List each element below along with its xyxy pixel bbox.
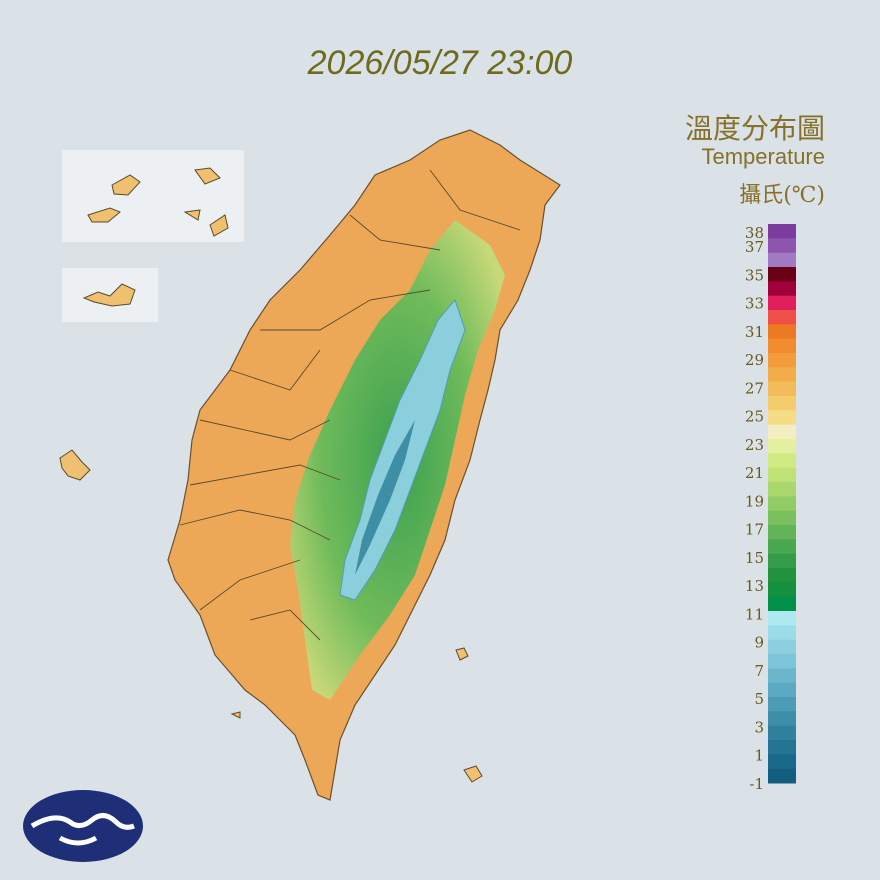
legend-tick-label: 29 — [745, 351, 764, 369]
color-swatch — [768, 682, 796, 698]
color-swatch — [768, 424, 796, 440]
legend-unit: 攝氏(℃) — [739, 183, 825, 208]
color-swatch — [768, 596, 796, 612]
color-swatch — [768, 539, 796, 555]
color-swatch — [768, 324, 796, 340]
legend-tick-label: 19 — [745, 492, 764, 510]
logo-swirl — [30, 813, 135, 846]
matsu-island — [183, 167, 229, 237]
color-swatch — [768, 496, 796, 512]
color-swatch — [768, 768, 796, 784]
legend-tick-label: 7 — [754, 662, 764, 680]
color-swatch — [768, 668, 796, 684]
color-swatch — [768, 568, 796, 583]
color-swatch — [768, 353, 796, 368]
color-swatch — [768, 467, 796, 483]
liuqiu — [230, 711, 241, 719]
color-swatch — [768, 252, 796, 268]
legend-tick-label: -1 — [749, 775, 764, 793]
legend-tick-label: 21 — [745, 464, 764, 482]
legend-tick-label: 25 — [745, 408, 764, 426]
legend-tick-label: 35 — [745, 266, 764, 284]
wuqiu-island — [82, 283, 136, 307]
color-swatch — [768, 338, 796, 354]
color-swatch — [768, 725, 796, 741]
color-swatch — [768, 482, 796, 497]
taiwan-map — [59, 129, 561, 801]
color-swatch — [768, 267, 796, 282]
legend-tick-label: 27 — [745, 379, 764, 397]
legend-tick-label: 15 — [745, 549, 764, 567]
legend-tick-label: 33 — [745, 295, 764, 313]
timestamp: 2026/05/27 23:00 — [307, 44, 573, 82]
color-swatch — [768, 754, 796, 770]
color-swatch — [768, 553, 796, 569]
color-swatch — [768, 224, 796, 239]
color-swatch — [768, 396, 796, 411]
color-swatch — [768, 582, 796, 598]
kinmen-island — [87, 174, 141, 223]
color-swatch — [768, 510, 796, 526]
legend-title: 溫度分布圖 — [685, 112, 825, 145]
color-swatch — [768, 525, 796, 540]
color-swatch — [768, 611, 796, 626]
legend-tick-label: 1 — [754, 747, 764, 765]
legend-tick-label: 17 — [745, 521, 764, 539]
color-swatch — [768, 453, 796, 469]
county-lines — [179, 169, 521, 641]
color-swatch — [768, 697, 796, 712]
legend-subtitle: Temperature — [701, 144, 825, 169]
color-swatch — [768, 711, 796, 727]
color-swatch — [768, 281, 796, 297]
color-swatch — [768, 295, 796, 311]
matsu-inset — [62, 268, 158, 322]
penghu — [59, 449, 91, 481]
legend-tick-label: 5 — [754, 690, 764, 708]
green-island — [455, 647, 469, 661]
legend-tick-label: 38 — [745, 224, 764, 242]
cwa-logo — [23, 790, 143, 862]
color-swatch — [768, 367, 796, 383]
legend-tick-label: 13 — [745, 577, 764, 595]
legend-tick-label: 37 — [745, 238, 764, 256]
ridge-core — [355, 420, 415, 575]
color-swatch — [768, 410, 796, 426]
orchid-island — [463, 765, 483, 783]
color-swatch — [768, 639, 796, 655]
color-swatch — [768, 654, 796, 669]
color-swatch — [768, 381, 796, 397]
color-swatch — [768, 439, 796, 454]
color-swatch — [768, 310, 796, 325]
legend-tick-label: 3 — [754, 718, 764, 736]
color-swatch — [768, 740, 796, 755]
legend-tick-label: 11 — [745, 605, 764, 623]
legend-tick-label: 23 — [745, 436, 764, 454]
legend-tick-label: 31 — [745, 323, 764, 341]
color-swatch — [768, 238, 796, 254]
color-swatch — [768, 625, 796, 641]
legend-tick-label: 9 — [754, 634, 764, 652]
